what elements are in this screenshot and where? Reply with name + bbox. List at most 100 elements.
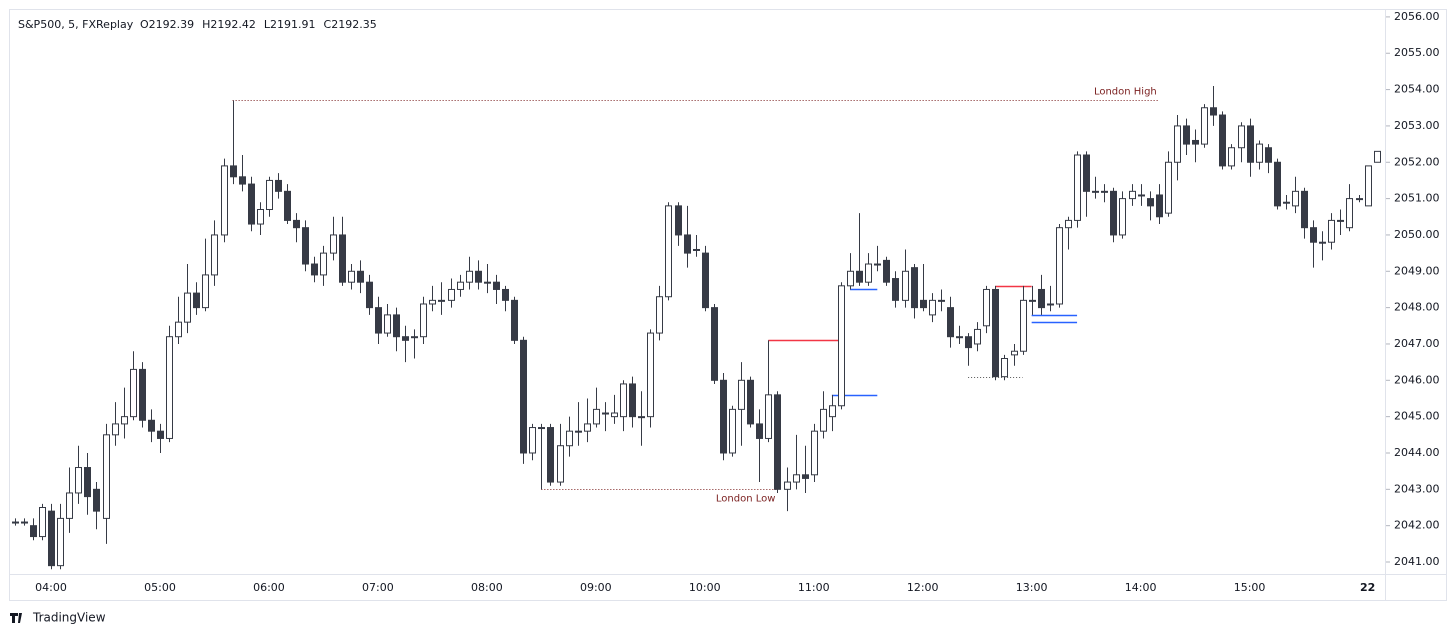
x-tick-label: 12:00 [907,581,939,594]
candle-body-up [665,205,672,298]
candle-body-up [112,423,119,436]
candle-body-up [1365,165,1372,207]
candle-body-up [838,285,845,407]
y-tick-label: 2048.00 [1394,301,1440,314]
candle-body-up [656,296,663,334]
candle-body-up [1020,299,1027,352]
x-tick-label: 15:00 [1234,581,1266,594]
x-tick-label: 05:00 [144,581,176,594]
candle-body-up [1292,190,1299,207]
candle-body-up [384,314,391,334]
candle-body-down [675,205,682,236]
candle-body-up [611,412,618,418]
candle-body-down [1265,147,1272,163]
candle-body-up [820,408,827,432]
candle-body-down [802,474,809,479]
candle-body-down [1310,227,1317,243]
candle-body-up [738,379,745,410]
candle-body-down [30,525,37,538]
y-tick-label: 2046.00 [1394,373,1440,386]
candle-body-down [393,314,400,338]
candle-body-up [420,303,427,338]
candle-body-up [1074,154,1081,221]
candle-body-down [702,252,709,309]
legend-value: C2192.35 [324,18,377,31]
candle-body-up [175,321,182,338]
y-tick-label: 2056.00 [1394,10,1440,23]
candle-body-up [557,445,564,483]
y-tick-label: 2053.00 [1394,119,1440,132]
y-tick-label: 2054.00 [1394,83,1440,96]
candle-body-up [1065,219,1072,229]
candle-body-up [1101,190,1108,193]
candle-body-down [493,281,500,290]
candle-body-down [139,368,146,421]
candle-body-up [1328,219,1335,243]
brand: TradingView [32,611,106,625]
candle-body-down [1301,190,1308,229]
candle-body-up [1346,198,1353,229]
candle-body-up [1001,358,1008,378]
x-tick-label: 11:00 [798,581,830,594]
candle-body-up [956,336,963,339]
candle-body-up [793,474,800,483]
candle-body-up [320,252,327,276]
candle-body-up [811,430,818,476]
candle-body-down [520,339,527,454]
x-tick-label: 06:00 [253,581,285,594]
candle-body-up [348,270,355,283]
frame [9,9,1447,601]
candle-body-up [1374,150,1381,163]
candle-body-up [39,506,46,538]
candle-body-down [93,488,100,512]
candle-body-down [193,292,200,309]
candle-body-up [429,299,436,305]
candle-body-down [284,190,291,221]
candle-body-up [411,336,418,339]
candle-body-down [774,394,781,490]
candle-body-up [1228,147,1235,167]
candle-body-up [874,263,881,266]
candle-body-up [12,521,19,524]
y-tick-label: 2049.00 [1394,264,1440,277]
y-tick-label: 2051.00 [1394,192,1440,205]
candle-body-up [130,368,137,418]
candle-body-down [275,179,282,192]
candle-body-up [184,292,191,323]
candle-body-up [221,165,228,236]
candle-body-up [448,288,455,301]
candle-body-down [892,278,899,301]
candle-body-down [402,336,409,341]
candle-body-down [311,263,318,276]
candle-body-up [1337,219,1344,222]
candle-body-down [992,288,999,378]
candle-body-up [21,521,28,524]
candle-body-up [847,270,854,287]
candle-body-up [1238,125,1245,149]
candle-body-up [974,328,981,345]
candle-body-down [684,234,691,254]
candle-body-down [1183,125,1190,145]
candle-body-up [938,299,945,302]
candle-body-down [230,165,237,178]
candle-body-up [1119,198,1126,236]
x-tick-label: 13:00 [1016,581,1048,594]
candle-body-down [856,270,863,283]
candle-body-up [902,270,909,301]
candle-body-up [121,416,128,425]
candle-body-up [1138,194,1145,197]
candle-body-down [239,176,246,185]
candle-body-up [166,336,173,439]
candle-body-up [1129,190,1136,200]
y-tick-label: 2045.00 [1394,410,1440,423]
candle-body-down [883,259,890,283]
candle-body-up [1283,201,1290,204]
candle-body-up [983,288,990,327]
candle-body-down [48,510,55,567]
x-tick-label: 22 [1360,581,1375,594]
candle-body-down [339,234,346,283]
chart-title: S&P500, 5, FXReplay [18,18,134,31]
candle-body-up [529,427,536,454]
